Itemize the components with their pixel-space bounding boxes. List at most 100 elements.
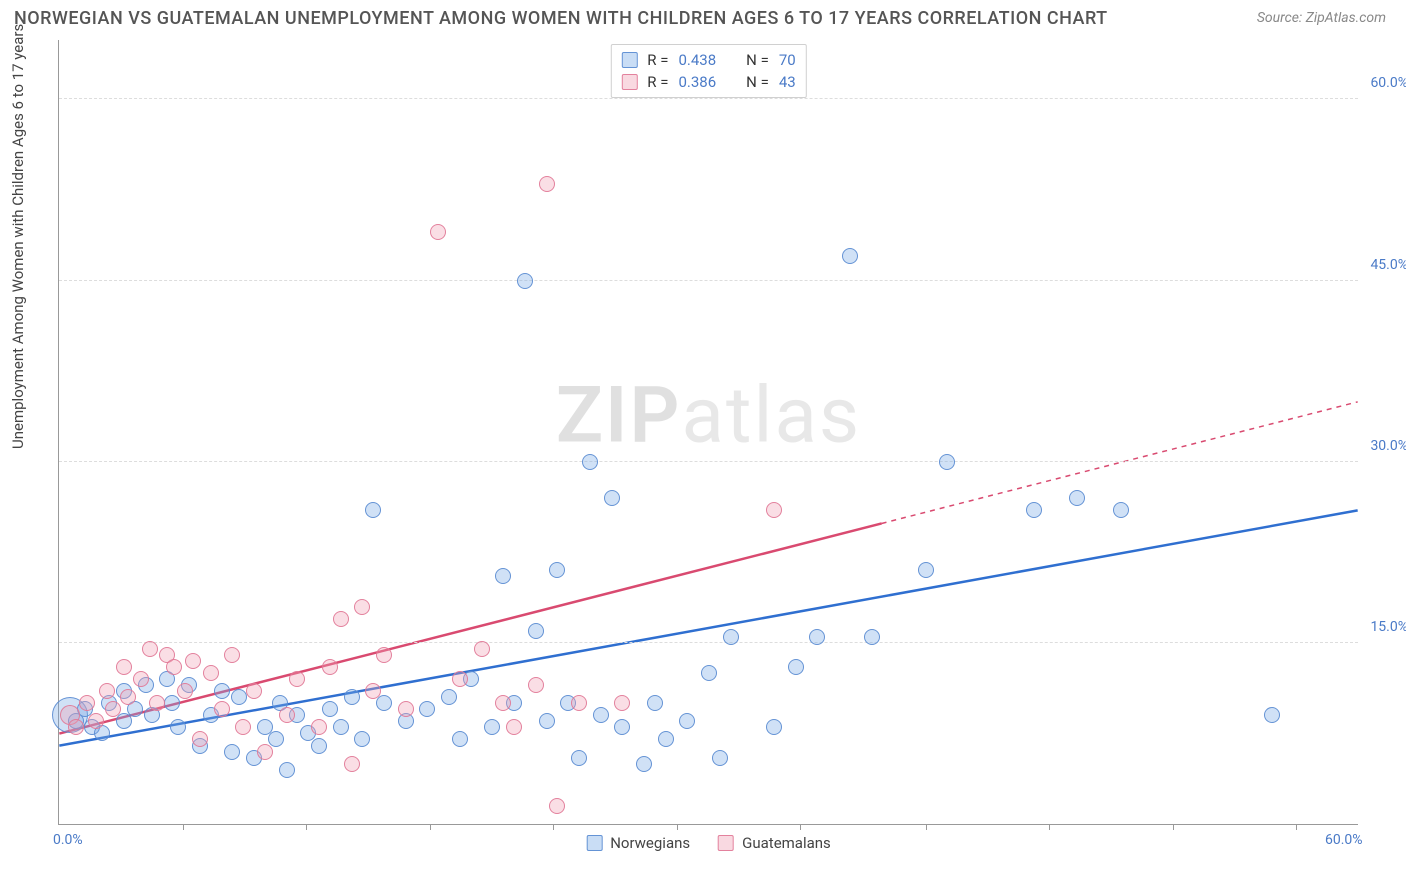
data-point xyxy=(214,683,230,699)
data-point xyxy=(170,719,186,735)
source-label: Source: ZipAtlas.com xyxy=(1257,10,1386,26)
legend-correlation: R = 0.438 N = 70 R = 0.386 N = 43 xyxy=(610,44,806,98)
legend-swatch xyxy=(718,835,734,851)
data-point xyxy=(322,659,338,675)
data-point xyxy=(441,689,457,705)
r-label: R = xyxy=(647,51,668,69)
data-point xyxy=(549,798,565,814)
data-point xyxy=(333,719,349,735)
x-tick xyxy=(926,824,927,830)
gridline xyxy=(59,98,1358,99)
data-point xyxy=(354,731,370,747)
legend-item: Guatemalans xyxy=(718,834,831,852)
legend-swatch xyxy=(621,74,637,90)
data-point xyxy=(788,659,804,675)
data-point xyxy=(528,677,544,693)
n-label: N = xyxy=(746,51,769,69)
x-tick xyxy=(1296,824,1297,830)
legend-item: Norwegians xyxy=(586,834,690,852)
data-point xyxy=(246,683,262,699)
data-point xyxy=(582,454,598,470)
trend-line-solid xyxy=(59,523,881,733)
data-point xyxy=(1264,707,1280,723)
y-tick-label: 30.0% xyxy=(1370,438,1406,454)
y-tick-label: 60.0% xyxy=(1370,75,1406,91)
legend-row: R = 0.386 N = 43 xyxy=(621,71,795,93)
data-point xyxy=(452,671,468,687)
data-point xyxy=(636,756,652,772)
data-point xyxy=(647,695,663,711)
gridline xyxy=(59,461,1358,462)
data-point xyxy=(79,695,95,711)
data-point xyxy=(224,647,240,663)
x-tick xyxy=(800,824,801,830)
data-point xyxy=(539,176,555,192)
data-point xyxy=(120,689,136,705)
data-point xyxy=(528,623,544,639)
y-tick-label: 45.0% xyxy=(1370,257,1406,273)
data-point xyxy=(376,647,392,663)
data-point xyxy=(614,719,630,735)
data-point xyxy=(593,707,609,723)
x-tick-label: 60.0% xyxy=(1325,832,1363,848)
data-point xyxy=(289,671,305,687)
data-point xyxy=(517,273,533,289)
data-point xyxy=(311,738,327,754)
data-point xyxy=(484,719,500,735)
data-point xyxy=(99,683,115,699)
x-tick-label: 0.0% xyxy=(53,832,83,848)
n-value: 43 xyxy=(779,73,796,91)
data-point xyxy=(539,713,555,729)
data-point xyxy=(571,750,587,766)
data-point xyxy=(1069,490,1085,506)
data-point xyxy=(809,629,825,645)
legend-swatch xyxy=(586,835,602,851)
data-point xyxy=(701,665,717,681)
data-point xyxy=(398,701,414,717)
x-tick xyxy=(430,824,431,830)
legend-label: Norwegians xyxy=(610,834,690,852)
data-point xyxy=(474,641,490,657)
x-tick xyxy=(306,824,307,830)
r-label: R = xyxy=(647,73,668,91)
data-point xyxy=(322,701,338,717)
data-point xyxy=(68,719,84,735)
trend-lines xyxy=(59,40,1358,824)
legend-label: Guatemalans xyxy=(742,834,831,852)
data-point xyxy=(766,502,782,518)
data-point xyxy=(723,629,739,645)
data-point xyxy=(1026,502,1042,518)
legend-row: R = 0.438 N = 70 xyxy=(621,49,795,71)
data-point xyxy=(105,701,121,717)
data-point xyxy=(185,653,201,669)
data-point xyxy=(133,671,149,687)
legend-swatch xyxy=(621,52,637,68)
data-point xyxy=(842,248,858,264)
data-point xyxy=(311,719,327,735)
gridline xyxy=(59,280,1358,281)
data-point xyxy=(614,695,630,711)
data-point xyxy=(365,502,381,518)
y-axis-title: Unemployment Among Women with Children A… xyxy=(9,24,27,449)
x-tick xyxy=(553,824,554,830)
data-point xyxy=(452,731,468,747)
data-point xyxy=(164,695,180,711)
data-point xyxy=(149,695,165,711)
data-point xyxy=(365,683,381,699)
watermark: ZIPatlas xyxy=(556,371,861,462)
data-point xyxy=(376,695,392,711)
trend-line-solid xyxy=(59,510,1357,745)
data-point xyxy=(495,695,511,711)
data-point xyxy=(495,568,511,584)
data-point xyxy=(354,599,370,615)
data-point xyxy=(549,562,565,578)
gridline xyxy=(59,642,1358,643)
legend-series: Norwegians Guatemalans xyxy=(586,834,831,852)
data-point xyxy=(279,762,295,778)
data-point xyxy=(658,731,674,747)
x-tick xyxy=(677,824,678,830)
r-value: 0.438 xyxy=(678,51,716,69)
data-point xyxy=(235,719,251,735)
data-point xyxy=(116,659,132,675)
y-tick-label: 15.0% xyxy=(1370,619,1406,635)
